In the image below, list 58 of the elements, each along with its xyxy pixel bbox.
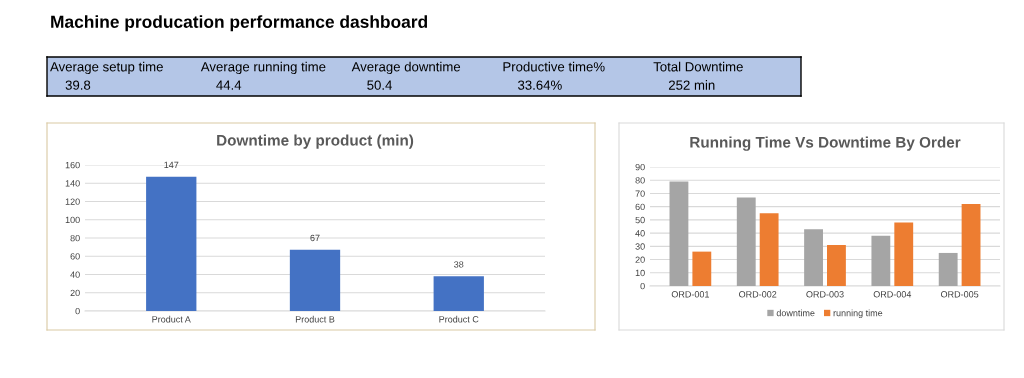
y-tick-label: 120 [65,198,80,205]
text: 50.4 [367,80,392,90]
bar [759,213,779,286]
bar [804,229,823,286]
text: 39.8 [65,80,91,90]
y-tick-label: 140 [65,180,80,187]
bar [961,204,981,286]
text: Machine producation performance dashboard [51,15,428,32]
x-tick-label: Product A [152,315,191,323]
data-label: 38 [454,261,464,268]
y-tick-label: 160 [65,161,80,169]
text: Average running time [200,61,326,75]
y-tick-label: 90 [635,163,645,171]
x-tick-label: ORD-001 [671,291,710,298]
bar [433,276,484,311]
y-tick-label: 60 [635,203,645,211]
bar [827,245,846,286]
text: Total Downtime [653,61,743,72]
y-tick-label: 50 [635,216,645,224]
y-tick-label: 20 [635,256,645,263]
bar [669,181,689,286]
x-tick-label: Product B [295,315,335,323]
bar [692,251,712,286]
text: 252 min [668,80,715,90]
chart-title: Downtime by product (min) [217,134,414,149]
y-tick-label: 80 [70,234,80,242]
y-tick-label: 40 [70,271,80,278]
bar [894,222,914,286]
y-tick-label: 10 [635,269,645,277]
y-tick-label: 70 [635,190,645,197]
y-tick-label: 60 [70,253,80,260]
bar [871,235,891,286]
data-label: 147 [164,161,179,169]
y-tick-label: 100 [65,216,80,224]
bar [736,197,756,286]
text: Productive time% [503,61,605,72]
text: Average setup time [50,61,163,75]
x-tick-label: ORD-002 [739,291,777,298]
y-tick-label: 80 [635,177,645,184]
y-tick-label: 30 [635,243,645,250]
bar [938,252,958,286]
data-label: 67 [310,234,320,242]
x-tick-label: Product C [439,315,479,323]
x-tick-label: ORD-005 [940,291,979,298]
y-tick-label: 0 [75,307,80,315]
text: 33.64% [518,80,562,90]
legend-label: running time [833,309,883,319]
x-tick-label: ORD-003 [806,291,844,298]
bar [289,249,341,311]
text: 44.4 [216,80,242,90]
text: Average downtime [351,61,461,75]
bar [146,176,197,311]
x-tick-label: ORD-004 [873,291,912,298]
legend-label: downtime [776,309,815,317]
chart-title: Running Time Vs Downtime By Order [690,136,961,151]
y-tick-label: 0 [640,282,645,290]
y-tick-label: 40 [635,230,645,237]
y-tick-label: 20 [70,289,80,297]
